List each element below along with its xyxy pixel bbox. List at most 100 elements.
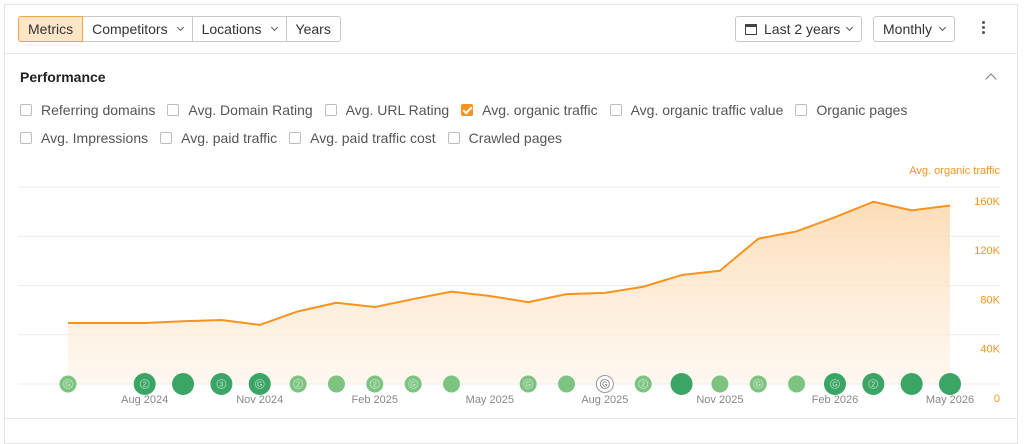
annotation-marker (823, 373, 846, 395)
annotation-marker (558, 375, 576, 393)
more-menu[interactable] (982, 21, 985, 36)
annotation-badge (523, 379, 534, 389)
annotation-marker (788, 375, 806, 393)
annotation-label: G (410, 381, 415, 388)
section-title: Performance (20, 69, 106, 85)
annotation-label: 3 (219, 381, 223, 388)
metric-label: Avg. URL Rating (345, 102, 450, 118)
metric-checkbox[interactable]: Avg. URL Rating (324, 101, 450, 119)
annotation-label: 2 (143, 381, 147, 388)
annotation-marker (939, 373, 961, 395)
tab[interactable]: Competitors (82, 16, 193, 42)
annotation-badge (216, 379, 227, 389)
checkbox (20, 132, 32, 144)
y-tick-label: 120K (974, 245, 1000, 257)
metric-label: Avg. paid traffic cost (310, 130, 436, 146)
metric-checkbox[interactable]: Referring domains (20, 101, 155, 119)
metric-list: Referring domains Avg. Domain Rating Avg. … (20, 101, 920, 147)
annotation-marker (634, 375, 652, 393)
checkbox (461, 104, 474, 116)
checkbox (160, 132, 173, 144)
annotation-badge (293, 379, 303, 389)
annotation-label: G (525, 381, 530, 388)
metric-checkbox[interactable]: Avg. organic traffic value (609, 101, 784, 119)
divider (5, 418, 1017, 419)
annotation-label: G (257, 381, 262, 388)
y-tick-label: 160K (974, 196, 1000, 208)
checkbox (167, 104, 180, 116)
tab-label: Metrics (28, 21, 74, 37)
y-tick-label: 80K (980, 294, 1000, 306)
checkbox (289, 132, 302, 144)
annotation-label: 2 (373, 381, 377, 388)
x-tick-label: May 2025 (466, 394, 514, 406)
checkbox (20, 104, 32, 116)
annotation-marker (59, 375, 77, 393)
x-tick-label: Feb 2026 (812, 394, 858, 406)
tab-label: Locations (201, 21, 262, 37)
x-tick-label: Feb 2025 (352, 394, 398, 406)
annotation-marker (327, 375, 345, 393)
checkbox (447, 132, 460, 144)
metric-label: Organic pages (816, 102, 908, 118)
annotation-marker (172, 373, 195, 395)
annotation-marker (862, 373, 885, 395)
annotation-label: G (756, 381, 761, 388)
metric-label: Avg. Domain Rating (188, 102, 313, 118)
metric-label: Crawled pages (468, 130, 563, 146)
metric-checkbox[interactable]: Avg. Impressions (20, 129, 148, 147)
metric-checkbox[interactable]: Organic pages (795, 101, 907, 119)
annotation-badge (139, 379, 150, 389)
toolbar: Metrics Competitors Locations Years Last… (5, 5, 1017, 54)
interval: Monthly (883, 21, 933, 37)
annotation-marker (595, 375, 614, 393)
metric-checkbox[interactable]: Avg. paid traffic (160, 129, 277, 147)
tab[interactable]: Years (285, 16, 341, 42)
annotation-marker (366, 375, 384, 393)
annotation-marker (404, 375, 422, 393)
annotation-badge (408, 379, 419, 389)
x-tick-label: Aug 2024 (121, 394, 168, 406)
interval-button[interactable]: Monthly (873, 16, 956, 42)
annotation-label: G (832, 381, 837, 388)
x-tick-label: May 2026 (926, 394, 974, 406)
tab-label: Years (295, 21, 331, 37)
annotation-badge (254, 379, 265, 389)
annotation-marker (210, 373, 233, 395)
x-tick-label: Nov 2024 (236, 394, 283, 406)
metric-label: Avg. organic traffic value (630, 102, 784, 118)
annotation-badge (369, 379, 380, 389)
date-range-button[interactable]: Last 2 years (735, 16, 863, 42)
annotation-badge (753, 379, 764, 389)
tab[interactable]: Metrics (18, 16, 84, 42)
annotation-marker (133, 373, 156, 395)
metric-checkbox[interactable]: Crawled pages (447, 129, 563, 147)
metric-label: Avg. organic traffic (482, 102, 598, 118)
metric-label: Avg. paid traffic (181, 130, 278, 146)
y-axis-label: Avg. organic traffic (909, 165, 1000, 177)
annotation-marker (670, 373, 693, 395)
checkbox (795, 104, 808, 116)
annotation-marker (519, 375, 537, 393)
area (68, 201, 950, 384)
annotation-label: G (602, 381, 607, 388)
metric-checkbox[interactable]: Avg. organic traffic (461, 101, 598, 119)
tab-label: Competitors (92, 21, 168, 37)
metric-label: Referring domains (41, 102, 156, 118)
annotation-label: 2 (871, 381, 875, 388)
annotation-badge (638, 379, 649, 389)
annotation-marker (900, 373, 923, 395)
metric-checkbox[interactable]: Avg. Domain Rating (167, 101, 313, 119)
x-tick-label: Nov 2025 (696, 394, 743, 406)
annotation-marker (248, 373, 271, 395)
y-tick-label: 0 (994, 393, 1000, 405)
tab[interactable]: Locations (191, 16, 287, 42)
annotation-label: G (65, 381, 70, 388)
annotation-marker (749, 375, 767, 393)
annotation-label: 2 (296, 381, 300, 388)
metric-checkbox[interactable]: Avg. paid traffic cost (289, 129, 436, 147)
annotation-marker (289, 375, 307, 393)
annotation-badge (830, 379, 840, 389)
annotation-badge (63, 379, 73, 389)
chart: 0 40K 80K 120K 160K Avg. organic traffic Aug 2… (18, 165, 1001, 406)
